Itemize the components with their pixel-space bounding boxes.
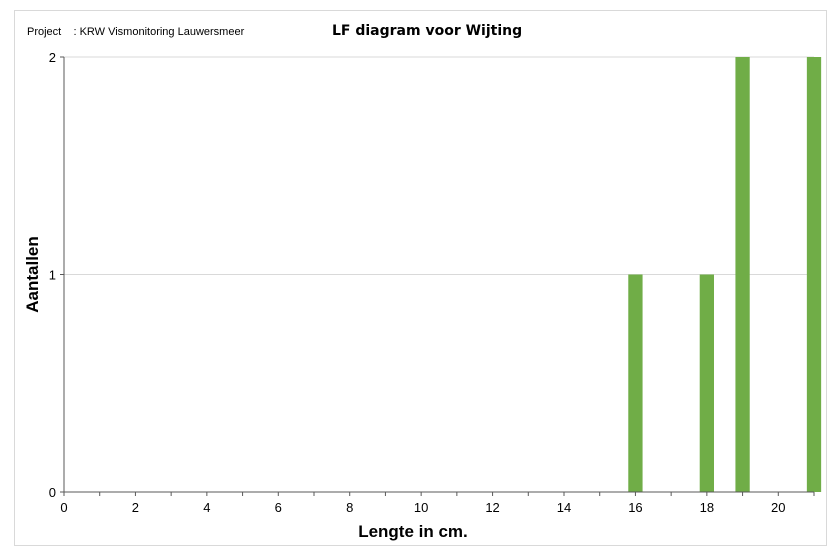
bars bbox=[628, 57, 822, 492]
chart-frame bbox=[14, 10, 827, 546]
x-tick-label: 12 bbox=[485, 500, 499, 515]
x-tick-label: 2 bbox=[132, 500, 139, 515]
x-tick-label: 10 bbox=[414, 500, 428, 515]
bar bbox=[735, 57, 750, 492]
project-label: Project : KRW Vismonitoring Lauwersmeer bbox=[27, 26, 245, 38]
axes bbox=[60, 56, 815, 496]
x-tick-label: 8 bbox=[346, 500, 353, 515]
chart-title: LF diagram voor Wijting bbox=[332, 23, 523, 39]
y-tick-label: 2 bbox=[49, 50, 56, 65]
x-tick-label: 6 bbox=[275, 500, 282, 515]
x-axis-title: Lengte in cm. bbox=[358, 522, 468, 541]
bar bbox=[699, 274, 714, 492]
x-tick-label: 4 bbox=[203, 500, 210, 515]
y-tick-label: 1 bbox=[49, 268, 56, 283]
x-tick-label: 18 bbox=[700, 500, 714, 515]
x-tick-label: 16 bbox=[628, 500, 642, 515]
y-axis-title: Aantallen bbox=[23, 236, 42, 313]
gridlines bbox=[64, 56, 814, 275]
x-tick-label: 0 bbox=[60, 500, 67, 515]
y-tick-label: 0 bbox=[49, 485, 56, 500]
bar bbox=[628, 274, 643, 492]
bar bbox=[806, 57, 822, 492]
x-tick-label: 20 bbox=[771, 500, 785, 515]
x-tick-label: 14 bbox=[557, 500, 571, 515]
